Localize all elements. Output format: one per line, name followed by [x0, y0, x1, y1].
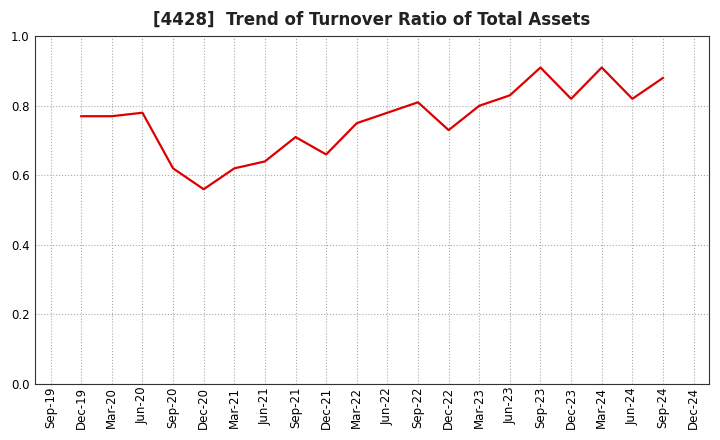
Title: [4428]  Trend of Turnover Ratio of Total Assets: [4428] Trend of Turnover Ratio of Total …: [153, 11, 590, 29]
